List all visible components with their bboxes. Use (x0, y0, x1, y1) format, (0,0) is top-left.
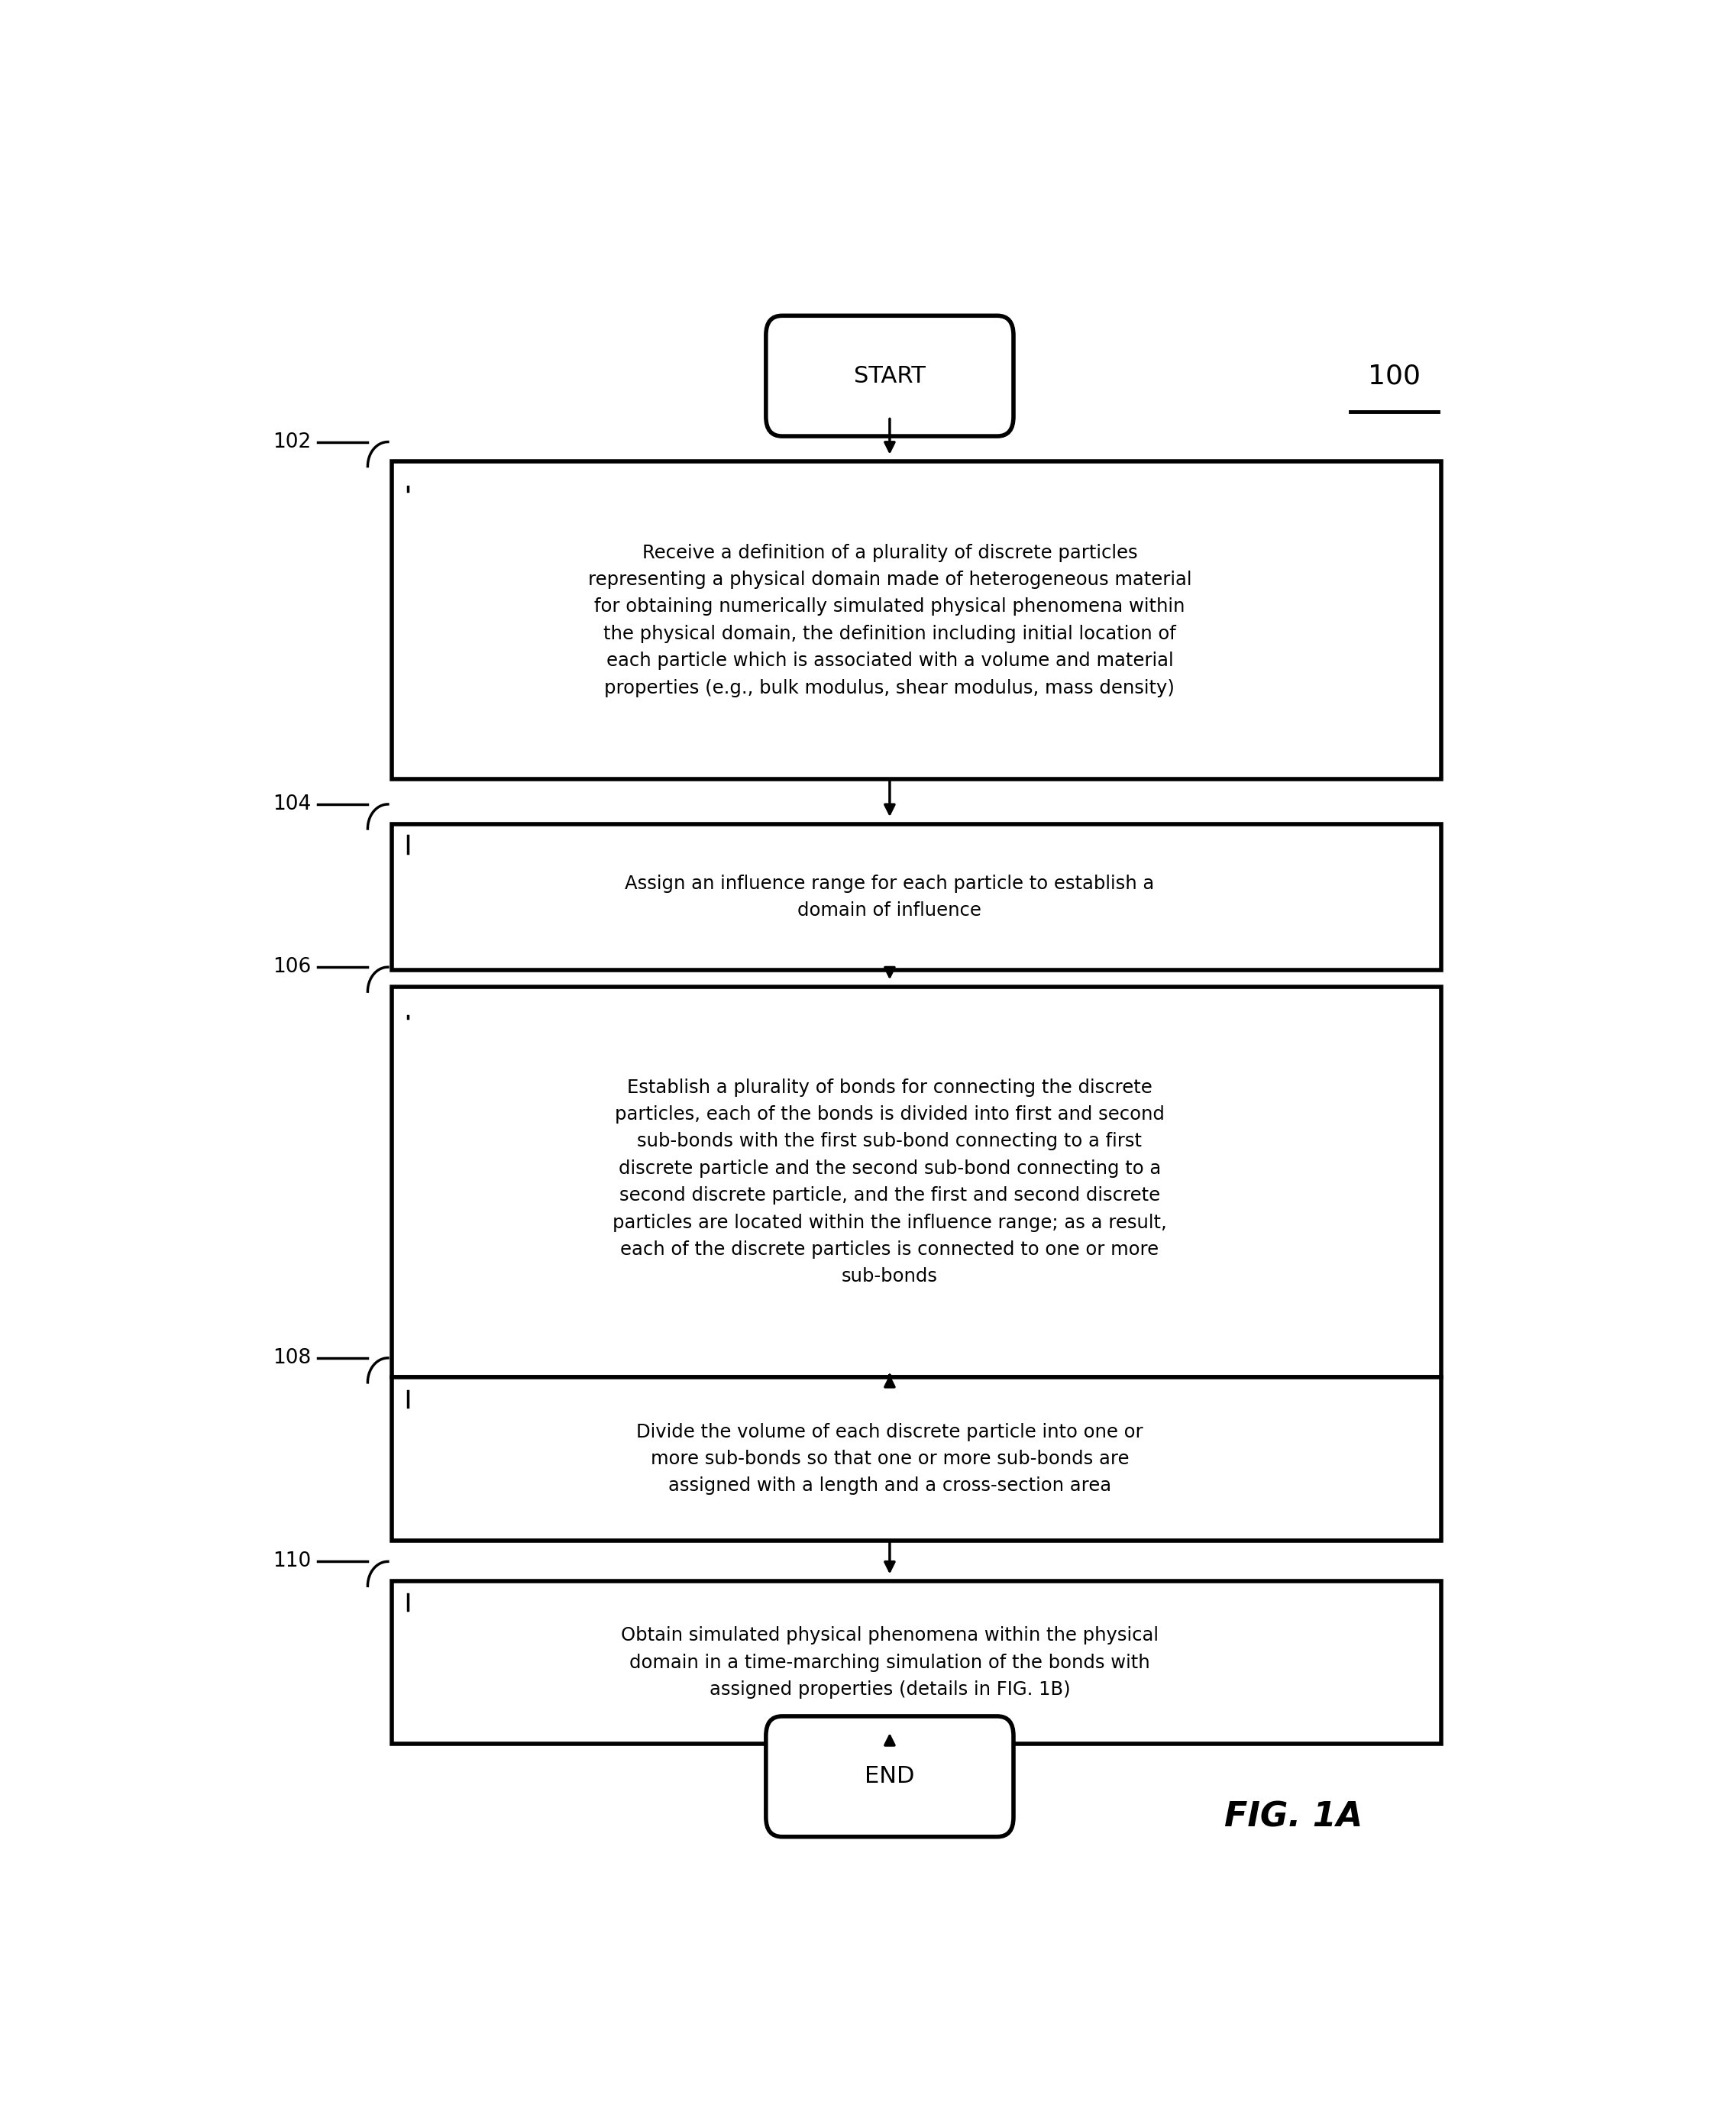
Bar (392, 1377, 1441, 1540)
Text: 102: 102 (273, 431, 311, 453)
Text: Assign an influence range for each particle to establish a
domain of influence: Assign an influence range for each parti… (625, 873, 1154, 920)
Text: Obtain simulated physical phenomena within the physical
domain in a time-marchin: Obtain simulated physical phenomena with… (621, 1626, 1158, 1698)
Text: START: START (854, 366, 925, 387)
Text: Establish a plurality of bonds for connecting the discrete
particles, each of th: Establish a plurality of bonds for conne… (613, 1079, 1167, 1286)
Bar (392, 461, 1441, 778)
Bar (392, 1582, 1441, 1745)
FancyBboxPatch shape (766, 1715, 1014, 1836)
Bar (392, 986, 1441, 1377)
Bar (392, 825, 1441, 971)
Text: 106: 106 (273, 958, 311, 977)
Text: Divide the volume of each discrete particle into one or
more sub-bonds so that o: Divide the volume of each discrete parti… (637, 1423, 1142, 1495)
Text: 100: 100 (1368, 364, 1420, 389)
Text: Receive a definition of a plurality of discrete particles
representing a physica: Receive a definition of a plurality of d… (589, 544, 1191, 698)
FancyBboxPatch shape (766, 315, 1014, 436)
Text: 110: 110 (273, 1552, 311, 1571)
Text: 108: 108 (273, 1347, 311, 1368)
Text: FIG. 1A: FIG. 1A (1224, 1800, 1363, 1834)
Text: END: END (865, 1766, 915, 1787)
Text: 104: 104 (273, 795, 311, 814)
